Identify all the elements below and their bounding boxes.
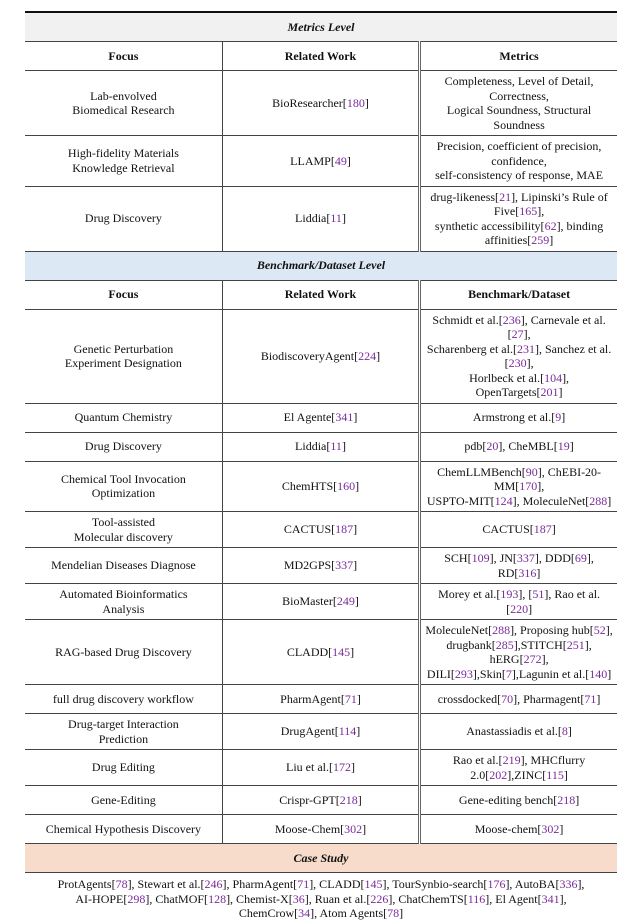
metric-cell: CACTUS[187] <box>419 511 617 548</box>
table-row: Gene-Editing Crispr-GPT[218] Gene-editing … <box>25 785 617 815</box>
focus-cell: Drug Discovery <box>25 432 223 462</box>
work-cell: El Agente[341] <box>222 403 422 433</box>
table-row: Quantum Chemistry El Agente[341] Armstrong… <box>25 403 617 433</box>
table-row: Chemical Hypothesis Discovery Moose-Chem[… <box>25 814 617 844</box>
metric-cell: Morey et al.[193], [51], Rao et al.[220] <box>419 583 617 620</box>
table-row: Tool-assisted Molecular discovery CACTUS[… <box>25 511 617 548</box>
focus-cell: High-fidelity Materials Knowledge Retrie… <box>25 135 223 187</box>
focus-cell: Automated Bioinformatics Analysis <box>25 583 223 620</box>
work-cell: BioResearcher[180] <box>222 70 422 136</box>
table-row: Focus Related Work Metrics <box>25 41 617 71</box>
work-cell: DrugAgent[114] <box>222 713 422 750</box>
work-cell: Moose-Chem[302] <box>222 814 422 844</box>
focus-cell: Gene-Editing <box>25 785 223 815</box>
metric-cell: Gene-editing bench[218] <box>419 785 617 815</box>
metric-cell: SCH[109], JN[337], DDD[69], RD[316] <box>419 547 617 584</box>
table-row: High-fidelity Materials Knowledge Retrie… <box>25 135 617 187</box>
metric-cell: drug-likeness[21], Lipinski’s Rule of Fi… <box>419 186 617 252</box>
column-header: Focus <box>25 41 223 71</box>
page: {"sections": [ {"title": "Metrics Level"… <box>25 11 617 920</box>
survey-table: Metrics Level Focus Related Work Metrics Lab… <box>25 11 617 924</box>
table-row: Case Study <box>25 843 617 873</box>
work-cell: PharmAgent[71] <box>222 684 422 714</box>
column-header: Benchmark/Dataset <box>419 280 617 310</box>
table-row: Mendelian Diseases Diagnose MD2GPS[337] SC… <box>25 547 617 584</box>
column-header: Focus <box>25 280 223 310</box>
focus-cell: Quantum Chemistry <box>25 403 223 433</box>
metric-cell: pdb[20], CheMBL[19] <box>419 432 617 462</box>
section-title: Benchmark/Dataset Level <box>25 251 617 281</box>
table-row: Focus Related Work Benchmark/Dataset <box>25 280 617 310</box>
column-header: Related Work <box>222 41 422 71</box>
case-study-text: ProtAgents[78], Stewart et al.[246], Pha… <box>57 877 585 920</box>
metric-cell: Precision, coefficient of precision, con… <box>419 135 617 187</box>
focus-cell: Chemical Tool Invocation Optimization <box>25 461 223 512</box>
focus-cell: Genetic Perturbation Experiment Designat… <box>25 309 223 404</box>
metric-cell: MoleculeNet[288], Proposing hub[52], dru… <box>419 619 617 685</box>
work-cell: BioMaster[249] <box>222 583 422 620</box>
table-row: Genetic Perturbation Experiment Designat… <box>25 309 617 404</box>
work-cell: MD2GPS[337] <box>222 547 422 584</box>
work-cell: BiodiscoveryAgent[224] <box>222 309 422 404</box>
table-row: Drug-target Interaction Prediction DrugAg… <box>25 713 617 750</box>
focus-cell: Lab-envolved Biomedical Research <box>25 70 223 136</box>
metric-cell: ChemLLMBench[90], ChEBI-20-MM[170], USPT… <box>419 461 617 512</box>
focus-cell: Chemical Hypothesis Discovery <box>25 814 223 844</box>
column-header: Related Work <box>222 280 422 310</box>
table-row: Automated Bioinformatics Analysis BioMast… <box>25 583 617 620</box>
focus-cell: Drug Editing <box>25 749 223 786</box>
work-cell: CACTUS[187] <box>222 511 422 548</box>
metric-cell: Armstrong et al.[9] <box>419 403 617 433</box>
focus-cell: Drug Discovery <box>25 186 223 252</box>
metric-cell: Schmidt et al.[236], Carnevale et al.[27… <box>419 309 617 404</box>
section-title: Case Study <box>25 843 617 873</box>
focus-cell: full drug discovery workflow <box>25 684 223 714</box>
table-row: Lab-envolved Biomedical Research BioResea… <box>25 70 617 136</box>
table-row: Chemical Tool Invocation Optimization Che… <box>25 461 617 512</box>
table-wrap: Metrics Level Focus Related Work Metrics Lab… <box>25 11 617 924</box>
work-cell: ChemHTS[160] <box>222 461 422 512</box>
focus-cell: Tool-assisted Molecular discovery <box>25 511 223 548</box>
column-header: Metrics <box>419 41 617 71</box>
metric-cell: Completeness, Level of Detail, Correctne… <box>419 70 617 136</box>
table-row: full drug discovery workflow PharmAgent[7… <box>25 684 617 714</box>
table-row: Benchmark/Dataset Level <box>25 251 617 281</box>
table-row: RAG-based Drug Discovery CLADD[145] Molecu… <box>25 619 617 685</box>
table-row: Drug Editing Liu et al.[172] Rao et al.[21… <box>25 749 617 786</box>
work-cell: Liu et al.[172] <box>222 749 422 786</box>
section-title: Metrics Level <box>25 11 617 42</box>
focus-cell: Mendelian Diseases Diagnose <box>25 547 223 584</box>
work-cell: CLADD[145] <box>222 619 422 685</box>
metric-cell: Anastassiadis et al.[8] <box>419 713 617 750</box>
metric-cell: Rao et al.[219], MHCflurry 2.0[202],ZINC… <box>419 749 617 786</box>
focus-cell: Drug-target Interaction Prediction <box>25 713 223 750</box>
work-cell: Crispr-GPT[218] <box>222 785 422 815</box>
focus-cell: RAG-based Drug Discovery <box>25 619 223 685</box>
metric-cell: Moose-chem[302] <box>419 814 617 844</box>
table-row: ProtAgents[78], Stewart et al.[246], Pha… <box>25 873 617 924</box>
work-cell: Liddia[11] <box>222 432 422 462</box>
work-cell: Liddia[11] <box>222 186 422 252</box>
work-cell: LLAMP[49] <box>222 135 422 187</box>
table-row: Drug Discovery Liddia[11] drug-likeness[21… <box>25 186 617 252</box>
table-row: Drug Discovery Liddia[11] pdb[20], CheMBL[… <box>25 432 617 462</box>
metric-cell: crossdocked[70], Pharmagent[71] <box>419 684 617 714</box>
table-row: Metrics Level <box>25 11 617 42</box>
